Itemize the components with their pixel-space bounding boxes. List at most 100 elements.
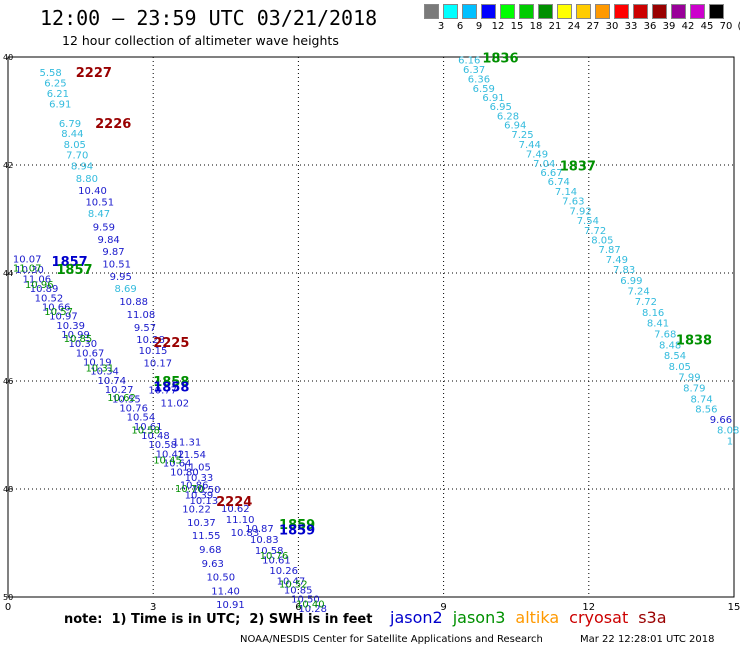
colorbar-label: 15: [510, 21, 524, 32]
longitude-label: 9: [440, 602, 446, 613]
colorbar-swatch: [481, 4, 496, 19]
wave-height-value: 8.16: [642, 308, 664, 319]
pass-time-label: 1859: [279, 524, 315, 539]
colorbar-label: 70: [719, 21, 733, 32]
wave-height-value: 6.95: [490, 102, 512, 113]
wave-height-value: 10.88: [119, 297, 148, 308]
pass-time-label: 2227: [76, 66, 112, 81]
wave-height-value: 7.87: [598, 245, 620, 256]
wave-height-value: 6.94: [504, 121, 526, 132]
wave-height-value: 10.70: [175, 484, 204, 495]
colorbar-label: 39: [662, 21, 676, 32]
wave-height-value: 10.40: [296, 599, 325, 610]
wave-height-value: 7.68: [654, 329, 676, 340]
wave-height-value: 10.42: [156, 449, 185, 460]
wave-height-value: 10.58: [148, 440, 177, 451]
wave-height-value: 10.61: [262, 556, 291, 567]
wave-height-value: 8.41: [647, 319, 669, 330]
wave-height-value: 11.10: [226, 515, 255, 526]
wave-height-value: 10.54: [127, 413, 156, 424]
pass-time-label: 2225: [153, 336, 189, 351]
colorbar-label: 24: [567, 21, 581, 32]
wave-height-value: 10.39: [185, 490, 214, 501]
wave-height-value: 10.99: [61, 330, 90, 341]
wave-height-value: 10.40: [78, 186, 107, 197]
wave-height-value: 6.91: [49, 99, 71, 110]
colorbar-label: (ft): [735, 21, 740, 32]
wave-height-value: 8.74: [690, 394, 712, 405]
wave-height-value: 1: [727, 436, 733, 447]
wave-height-value: 8.44: [61, 129, 83, 140]
colorbar-label: 3: [437, 21, 445, 32]
wave-height-value: 6.25: [44, 78, 66, 89]
wave-height-value: 6.67: [540, 168, 562, 179]
longitude-label: 12: [582, 602, 595, 613]
latitude-label: 48: [3, 485, 13, 494]
colorbar-swatch: [443, 4, 458, 19]
wave-height-value: 8.48: [659, 340, 681, 351]
wave-height-value: 10.30: [69, 339, 98, 350]
wave-height-value: 6.91: [482, 93, 504, 104]
longitude-label: 3: [150, 602, 156, 613]
colorbar-swatch: [652, 4, 667, 19]
wave-height-value: 8.80: [76, 174, 98, 185]
wave-height-value: 10.19: [83, 358, 112, 369]
wave-height-value: 6.36: [468, 75, 490, 86]
map-title: 12:00 – 23:59 UTC 03/21/2018: [40, 6, 378, 30]
wave-height-value: 10.13: [190, 496, 219, 507]
wave-height-value: 10.47: [277, 576, 306, 587]
wave-height-value: 6.74: [548, 177, 570, 188]
wave-height-value: 8.05: [64, 140, 86, 151]
wave-height-value: 10.50: [192, 485, 221, 496]
wave-height-value: 10.83: [231, 528, 260, 539]
credit-line: NOAA/NESDIS Center for Satellite Applica…: [240, 634, 543, 645]
colorbar-label: 21: [548, 21, 562, 32]
wave-height-value: 10.37: [187, 518, 216, 529]
pass-time-label: 1858: [153, 375, 189, 390]
wave-height-value: 10.50: [206, 572, 235, 583]
wave-height-value: 9.87: [102, 247, 124, 258]
wave-height-value: 9.95: [110, 272, 132, 283]
colorbar-swatch: [576, 4, 591, 19]
wave-height-value: 10.96: [25, 280, 54, 291]
wave-height-value: 10.50: [291, 595, 320, 606]
pass-time-label: 1857: [52, 255, 88, 270]
wave-height-value: 7.25: [511, 130, 533, 141]
wave-height-value: 11.02: [160, 399, 189, 410]
wave-height-value: 7.92: [569, 206, 591, 217]
colorbar-swatch: [633, 4, 648, 19]
wave-height-value: 10.22: [182, 504, 211, 515]
wave-height-value: 9.84: [98, 235, 120, 246]
wave-height-value: 7.83: [613, 265, 635, 276]
wave-height-value: 10.55: [112, 394, 141, 405]
map-subtitle: 12 hour collection of altimeter wave hei…: [62, 33, 339, 48]
satellite-legend: jason2 jason3 altika cryosat s3a: [390, 608, 677, 627]
wave-height-value: 10.97: [49, 312, 78, 323]
colorbar-swatch: [671, 4, 686, 19]
wave-height-value: 10.64: [163, 459, 192, 470]
wave-height-value: 10.62: [107, 393, 136, 404]
wave-height-value: 7.54: [577, 216, 599, 227]
wave-height-value: 10.28: [136, 335, 165, 346]
colorbar-swatch: [424, 4, 439, 19]
wave-height-value: 8.94: [71, 162, 93, 173]
colorbar-swatch: [519, 4, 534, 19]
wave-height-value: 10.86: [180, 481, 209, 492]
wave-height-value: 10.80: [170, 468, 199, 479]
wave-height-value: 6.37: [463, 65, 485, 76]
wave-height-value: 10.58: [255, 546, 284, 557]
wave-height-value: 9.59: [93, 223, 115, 234]
wave-height-value: 8.05: [591, 236, 613, 247]
wave-height-value: 10.66: [42, 302, 71, 313]
wave-height-value: 6.59: [473, 84, 495, 95]
pass-time-label: 1858: [153, 380, 189, 395]
pass-time-label: 1838: [676, 333, 712, 348]
colorbar-label: 6: [456, 21, 464, 32]
wave-height-value: 11.05: [182, 462, 211, 473]
colorbar-swatch: [557, 4, 572, 19]
legend-item-altika: altika: [515, 608, 560, 627]
colorbar-label: 33: [624, 21, 638, 32]
wave-height-value: 10.58: [131, 426, 160, 437]
wave-height-value: 9.57: [134, 323, 156, 334]
wave-height-value: 7.44: [519, 140, 541, 151]
